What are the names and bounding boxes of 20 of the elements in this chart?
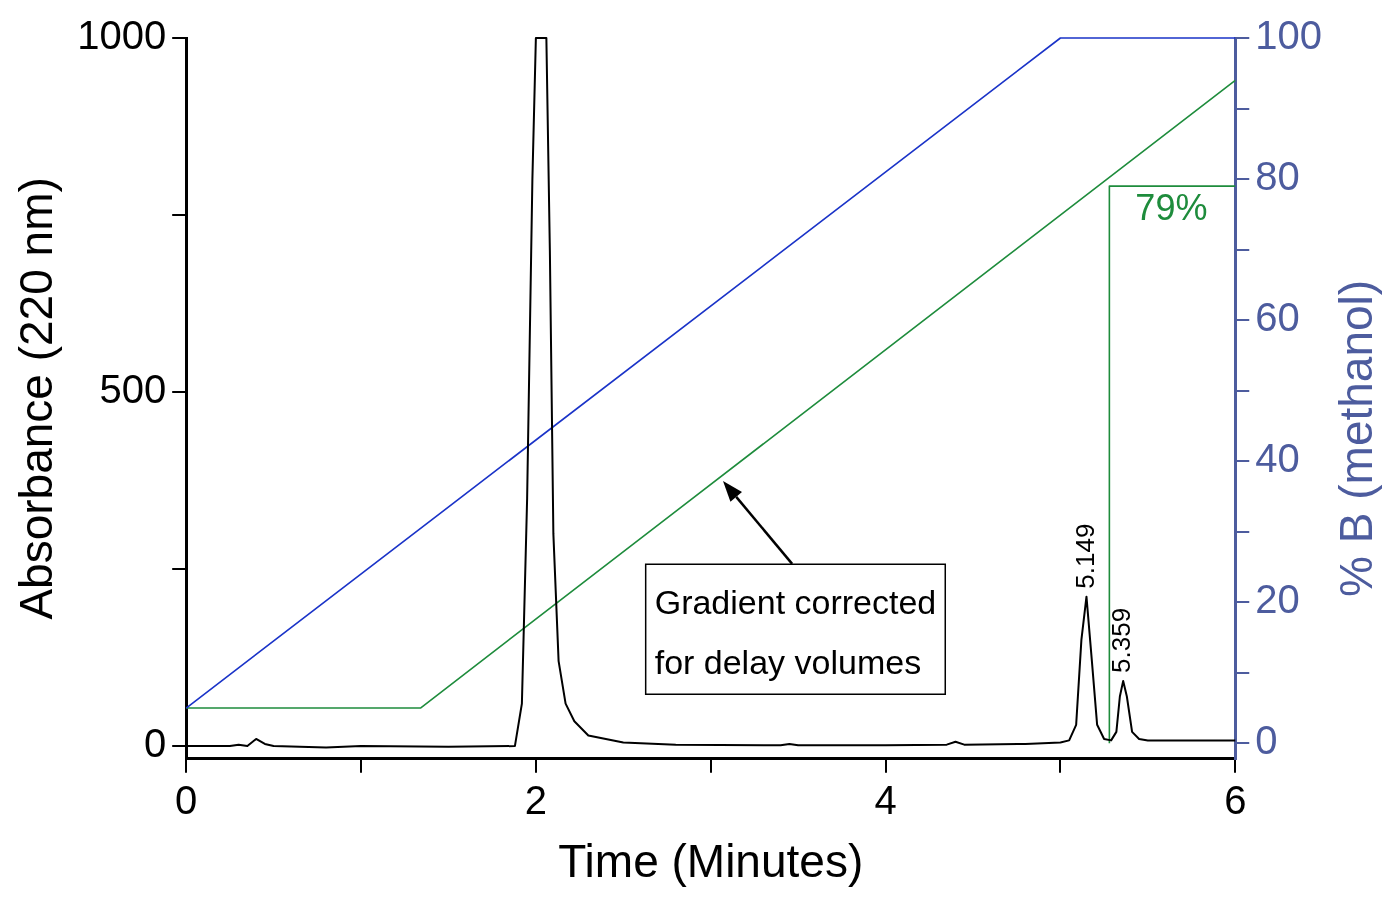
x-tick-label: 0 <box>175 777 198 822</box>
y-tick-label: 1000 <box>77 13 167 58</box>
y-tick-label: 0 <box>143 721 167 766</box>
annotation: 5.149 <box>1069 523 1100 589</box>
y2-tick-label: 80 <box>1255 154 1300 199</box>
y2-axis-title: % B (methanol) <box>1329 279 1382 597</box>
x-tick-label: 6 <box>1224 777 1247 822</box>
x-axis-title: Time (Minutes) <box>558 835 864 888</box>
x-tick-label: 4 <box>874 777 897 822</box>
y2-tick-label: 60 <box>1255 295 1300 340</box>
y2-tick-label: 40 <box>1255 436 1300 481</box>
y2-tick-label: 0 <box>1255 718 1278 763</box>
annotation: Gradient corrected for delay volumes <box>654 582 937 681</box>
x-tick-label: 2 <box>524 777 547 822</box>
annotation: 5.359 <box>1106 607 1137 673</box>
y2-tick-label: 20 <box>1255 577 1300 622</box>
y-tick-label: 500 <box>99 367 167 412</box>
y2-tick-label: 100 <box>1255 13 1323 58</box>
y-axis-title: Absorbance (220 nm) <box>10 177 63 620</box>
annotation: 79% <box>1135 187 1208 229</box>
